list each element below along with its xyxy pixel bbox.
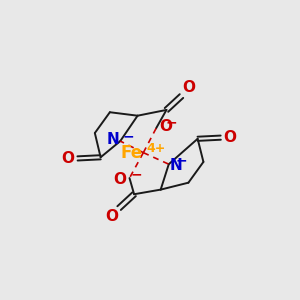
Text: N: N bbox=[170, 158, 183, 173]
Text: −: − bbox=[122, 130, 134, 143]
Text: O: O bbox=[224, 130, 236, 145]
Text: N: N bbox=[106, 132, 119, 147]
Text: O: O bbox=[62, 151, 75, 166]
Text: −: − bbox=[131, 168, 142, 182]
Text: O: O bbox=[105, 209, 118, 224]
Text: O: O bbox=[159, 118, 172, 134]
Text: Fe: Fe bbox=[120, 144, 142, 162]
Text: 4+: 4+ bbox=[147, 142, 166, 155]
Text: −: − bbox=[166, 116, 177, 130]
Text: O: O bbox=[183, 80, 196, 95]
Text: O: O bbox=[114, 172, 127, 187]
Text: −: − bbox=[176, 154, 187, 168]
